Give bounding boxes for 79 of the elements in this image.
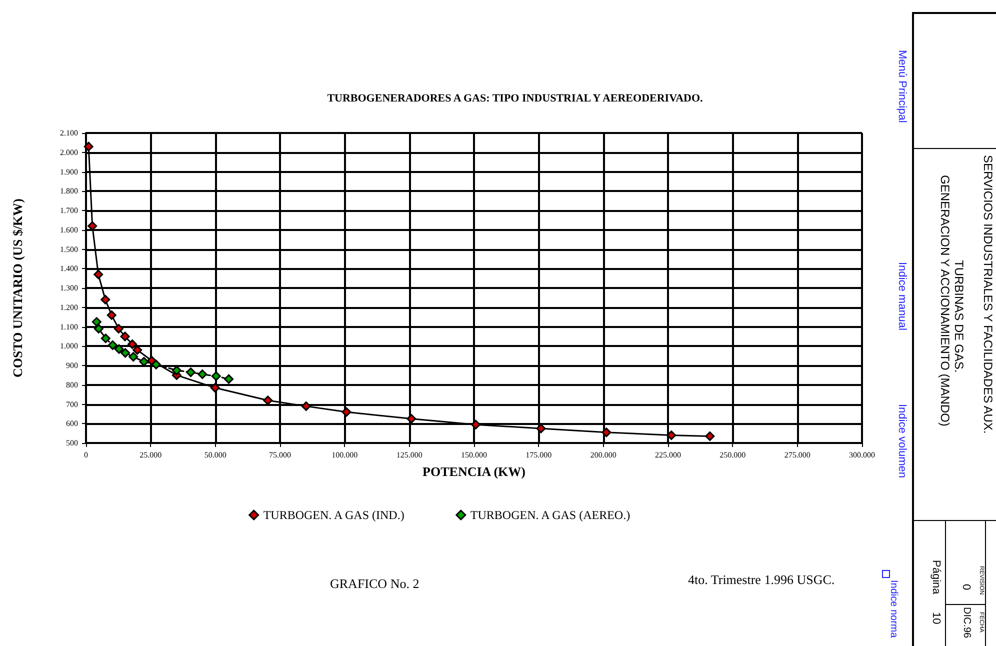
- x-tick-label: 50.000: [204, 450, 226, 460]
- legend-label: TURBOGEN. A GAS (AEREO.): [470, 508, 630, 522]
- x-tick-label: 225.000: [655, 450, 681, 460]
- y-tick-label: 1.800: [60, 186, 78, 196]
- point: [602, 428, 612, 438]
- point: [139, 356, 149, 366]
- point: [186, 368, 196, 378]
- y-axis-title: COSTO UNITARIO (US $/KW): [10, 198, 25, 378]
- x-tick-label: 100.000: [332, 450, 358, 460]
- text: 4to. Trimestre 1.996 USGC.: [688, 572, 835, 588]
- y-tick-label: 1.100: [60, 322, 78, 332]
- y-tick-label: 600: [66, 419, 78, 428]
- y-tick-label: 1.500: [60, 244, 78, 254]
- point: [106, 310, 116, 320]
- point: [666, 430, 676, 440]
- y-tick-label: 2.100: [60, 128, 78, 138]
- x-tick-label: 25.000: [140, 450, 162, 460]
- point: [92, 317, 102, 327]
- point: [128, 352, 138, 362]
- y-tick-label: 900: [66, 361, 78, 370]
- x-tick-label: 250.000: [720, 450, 746, 460]
- y-tick-label: 1.900: [60, 167, 78, 176]
- text: GENERACION Y ACCIONAMIENTO (MANDO): [938, 175, 952, 426]
- text: Indice norma: [888, 580, 899, 638]
- y-tick-label: 1.700: [60, 206, 78, 215]
- text: Menú Principal: [896, 50, 908, 123]
- point: [301, 401, 311, 411]
- text: 10: [930, 612, 942, 624]
- point: [100, 294, 110, 304]
- y-tick-label: 1.200: [60, 302, 78, 312]
- point: [84, 142, 94, 152]
- legend-label: TURBOGEN. A GAS (IND.): [263, 508, 404, 522]
- point: [224, 374, 234, 384]
- text: TURBINAS DE GAS.: [952, 260, 966, 373]
- point: [114, 324, 124, 334]
- x-tick-label: 150.000: [461, 450, 487, 460]
- y-tick-label: 500: [66, 438, 78, 448]
- point: [705, 431, 715, 441]
- point: [263, 396, 273, 406]
- point: [151, 360, 161, 370]
- point: [406, 414, 416, 424]
- chart-title: TURBOGENERADORES A GAS: TIPO INDUSTRIAL Y AEREODERIVADO.: [327, 92, 704, 104]
- point: [198, 369, 208, 379]
- text: DIC.96: [961, 607, 972, 638]
- x-tick-label: 275.000: [784, 450, 810, 460]
- text: Indice volumen: [896, 404, 908, 478]
- point: [94, 324, 104, 334]
- x-axis-title: POTENCIA (KW): [422, 464, 526, 479]
- y-tick-label: 1.000: [60, 342, 78, 351]
- point: [210, 383, 220, 393]
- point: [114, 344, 124, 354]
- x-tick-label: 125.000: [396, 450, 422, 460]
- point: [100, 334, 110, 344]
- point: [211, 371, 221, 381]
- point: [342, 407, 352, 417]
- y-tick-label: 700: [66, 400, 78, 409]
- point: [120, 348, 130, 358]
- point: [536, 424, 546, 434]
- y-tick-label: 800: [66, 380, 78, 390]
- point: [120, 332, 130, 342]
- y-tick-label: 1.300: [60, 284, 78, 292]
- point: [128, 339, 138, 349]
- point: [172, 366, 182, 376]
- y-tick-label: 1.600: [60, 225, 78, 234]
- x-tick-label: 200.000: [590, 450, 616, 460]
- point: [94, 270, 104, 280]
- x-tick-label: 175.000: [526, 450, 552, 460]
- point: [471, 420, 481, 430]
- x-tick-label: 0: [84, 450, 88, 460]
- text: 0: [960, 584, 972, 590]
- text: Página: [930, 560, 942, 594]
- y-tick-label: 2.000: [60, 148, 78, 157]
- text: GRAFICO No. 2: [330, 576, 420, 592]
- y-tick-label: 1.400: [60, 264, 78, 274]
- text: SERVICIOS INDUSTRIALES Y FACILIDADES AUX.: [981, 155, 995, 434]
- text: Indice manual: [896, 262, 908, 330]
- x-tick-label: 300.000: [849, 450, 875, 460]
- x-tick-label: 75.000: [269, 450, 291, 460]
- point: [108, 340, 118, 350]
